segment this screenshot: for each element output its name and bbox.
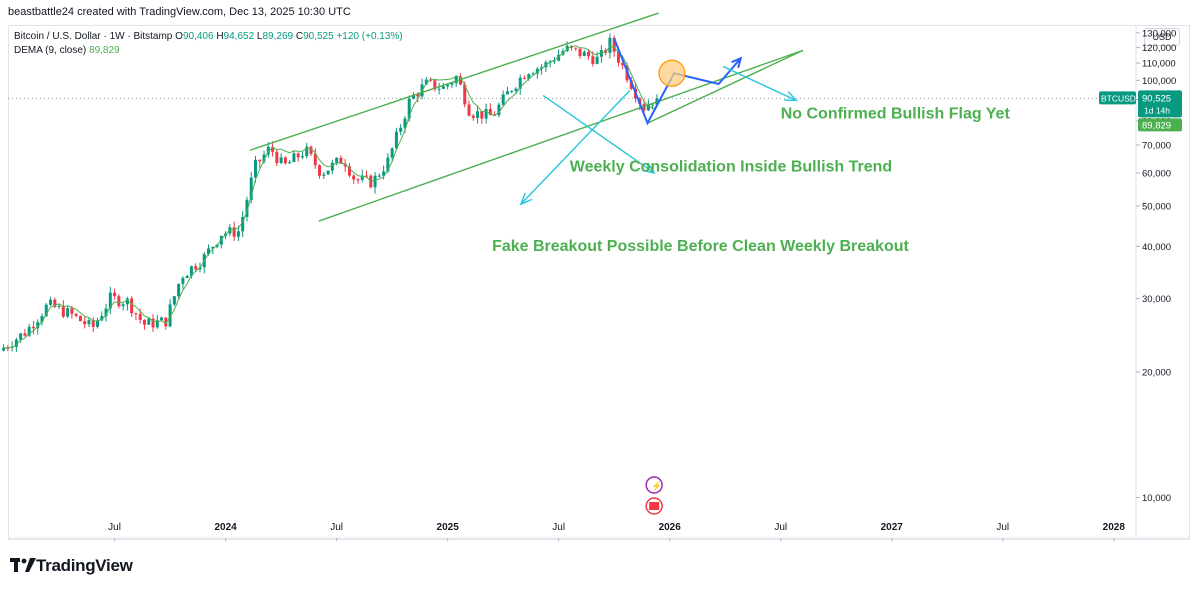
chart-panel[interactable]: [8, 25, 1190, 540]
tradingview-logo-icon: [10, 558, 36, 572]
ohlc-open: 90,406: [182, 31, 214, 42]
price-change: +120 (+0.13%): [336, 31, 403, 42]
indicator-name: DEMA (9, close): [14, 45, 87, 56]
ohlc-high-label: H: [216, 31, 224, 42]
ohlc-close-label: C: [295, 31, 304, 42]
currency-button[interactable]: USD: [1144, 28, 1180, 46]
symbol-name[interactable]: Bitcoin / U.S. Dollar · 1W · Bitstamp: [14, 31, 173, 42]
chart-attribution: beastbattle24 created with TradingView.c…: [8, 6, 351, 18]
symbol-legend: Bitcoin / U.S. Dollar · 1W · Bitstamp O9…: [14, 31, 403, 42]
tradingview-logo-text: TradingView: [36, 556, 133, 575]
candle-body: [2, 347, 6, 351]
ohlc-close: 90,525: [303, 31, 334, 42]
ohlc-low: 89,269: [262, 31, 294, 42]
tradingview-logo[interactable]: TradingView: [10, 556, 133, 576]
indicator-value: 89,829: [89, 45, 120, 56]
ohlc-open-label: O: [175, 31, 183, 42]
indicator-legend[interactable]: DEMA (9, close) 89,829: [14, 45, 120, 56]
ohlc-high: 94,652: [223, 31, 255, 42]
